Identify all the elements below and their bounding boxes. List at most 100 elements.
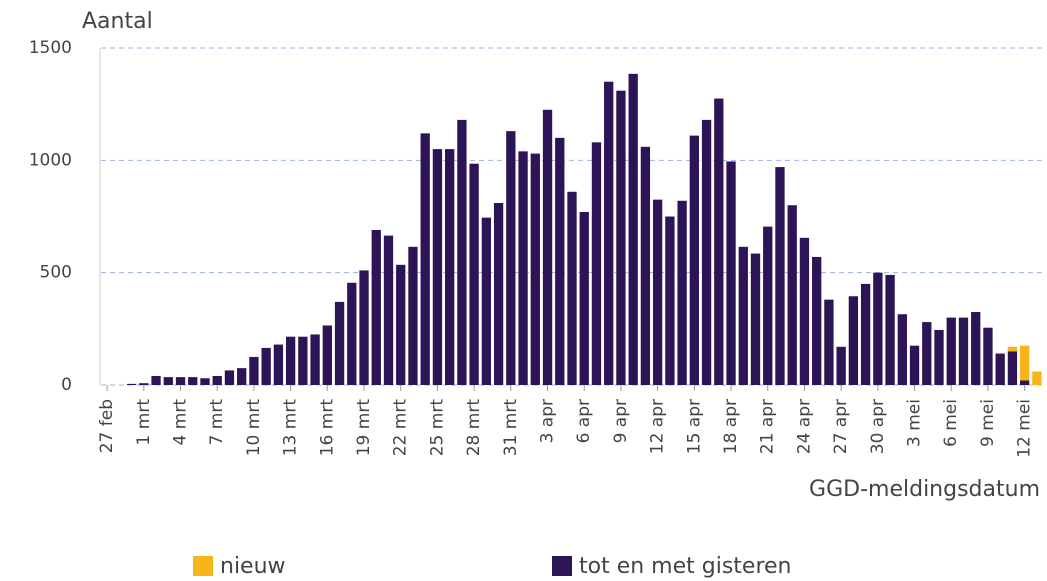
bar	[126, 383, 137, 385]
x-tick-label: 18 apr	[721, 399, 741, 454]
x-tick-label: 22 mrt	[391, 399, 411, 457]
bar	[347, 282, 357, 385]
x-tick-label: 31 mrt	[501, 399, 521, 457]
x-tick-label: 3 apr	[538, 399, 558, 443]
bar	[689, 135, 699, 385]
bar	[812, 256, 822, 385]
bar	[151, 376, 161, 385]
x-tick-label: 27 apr	[831, 399, 851, 454]
x-axis-label: GGD-meldingsdatum	[809, 477, 1040, 502]
bar	[824, 299, 834, 385]
legend-swatch	[552, 556, 572, 576]
bar	[616, 90, 626, 385]
bar	[909, 345, 920, 385]
bar	[432, 149, 443, 385]
bar	[334, 301, 345, 385]
bar	[567, 191, 577, 385]
bar	[493, 203, 504, 385]
bar	[604, 81, 614, 385]
x-tick-label: 28 mrt	[464, 399, 484, 457]
bar	[628, 73, 638, 385]
bar	[738, 246, 748, 385]
bar	[897, 314, 907, 385]
bar	[224, 370, 235, 385]
bar	[983, 327, 993, 385]
x-tick-label: 1 mrt	[134, 399, 154, 446]
bar	[237, 368, 247, 385]
bar	[677, 200, 687, 385]
bar	[518, 151, 528, 385]
x-tick-label: 25 mrt	[427, 399, 447, 457]
x-tick-label: 21 apr	[758, 399, 778, 454]
bar	[958, 317, 969, 385]
bar	[1007, 346, 1018, 352]
bar	[848, 296, 859, 385]
bar	[860, 283, 871, 385]
x-tick-label: 4 mrt	[171, 399, 191, 446]
bar	[701, 119, 712, 385]
x-tick-label: 30 apr	[868, 399, 888, 454]
bar	[640, 146, 651, 385]
bar	[946, 317, 956, 385]
bar	[542, 109, 553, 386]
bar	[1007, 351, 1018, 385]
bar	[665, 216, 675, 385]
bar	[322, 325, 332, 385]
bar	[836, 346, 846, 385]
bar	[530, 153, 540, 385]
y-tick-label: 500	[40, 263, 72, 283]
x-tick-label: 24 apr	[794, 399, 814, 454]
bar	[934, 329, 944, 385]
bar	[469, 163, 479, 385]
bar	[445, 149, 455, 385]
bar	[726, 161, 736, 385]
bar	[1020, 380, 1030, 385]
x-tick-label: 15 apr	[684, 399, 704, 454]
bar	[799, 237, 810, 385]
bar	[555, 137, 565, 385]
bar	[1020, 345, 1030, 381]
legend-label: tot en met gisteren	[579, 554, 792, 579]
x-tick-label: 13 mrt	[281, 399, 301, 457]
x-tick-label: 12 apr	[648, 399, 668, 454]
bar	[249, 356, 259, 385]
y-tick-label: 1500	[29, 38, 72, 58]
x-tick-label: 12 mei	[1015, 399, 1035, 458]
x-tick-label: 9 mei	[978, 399, 998, 447]
bar	[273, 344, 284, 385]
bar	[285, 336, 296, 385]
bar	[652, 199, 663, 385]
bar	[995, 353, 1005, 385]
bar	[396, 264, 406, 385]
bar	[175, 377, 186, 385]
x-tick-label: 10 mrt	[244, 399, 264, 457]
x-tick-label: 3 mei	[905, 399, 925, 447]
bar	[873, 272, 883, 385]
y-axis-label: Aantal	[82, 9, 153, 34]
bar	[481, 217, 492, 385]
bar	[763, 226, 773, 385]
bar	[212, 376, 222, 385]
y-tick-label: 1000	[29, 150, 72, 170]
x-tick-label: 7 mrt	[207, 399, 227, 446]
bar	[971, 311, 981, 385]
bar	[371, 229, 381, 385]
bar	[885, 274, 895, 385]
bar	[139, 383, 149, 385]
bar	[591, 142, 602, 385]
bar	[579, 212, 589, 385]
x-tick-label: 16 mrt	[317, 399, 337, 457]
bar	[457, 119, 467, 385]
bar	[506, 131, 516, 385]
bar	[787, 205, 797, 385]
bar	[261, 347, 271, 385]
y-tick-label: 0	[61, 375, 72, 395]
bar	[922, 322, 932, 385]
x-tick-label: 27 feb	[97, 399, 117, 453]
bar	[310, 334, 320, 385]
bar	[408, 246, 418, 385]
bar	[200, 378, 210, 385]
bar	[383, 235, 394, 385]
bar	[750, 253, 761, 385]
